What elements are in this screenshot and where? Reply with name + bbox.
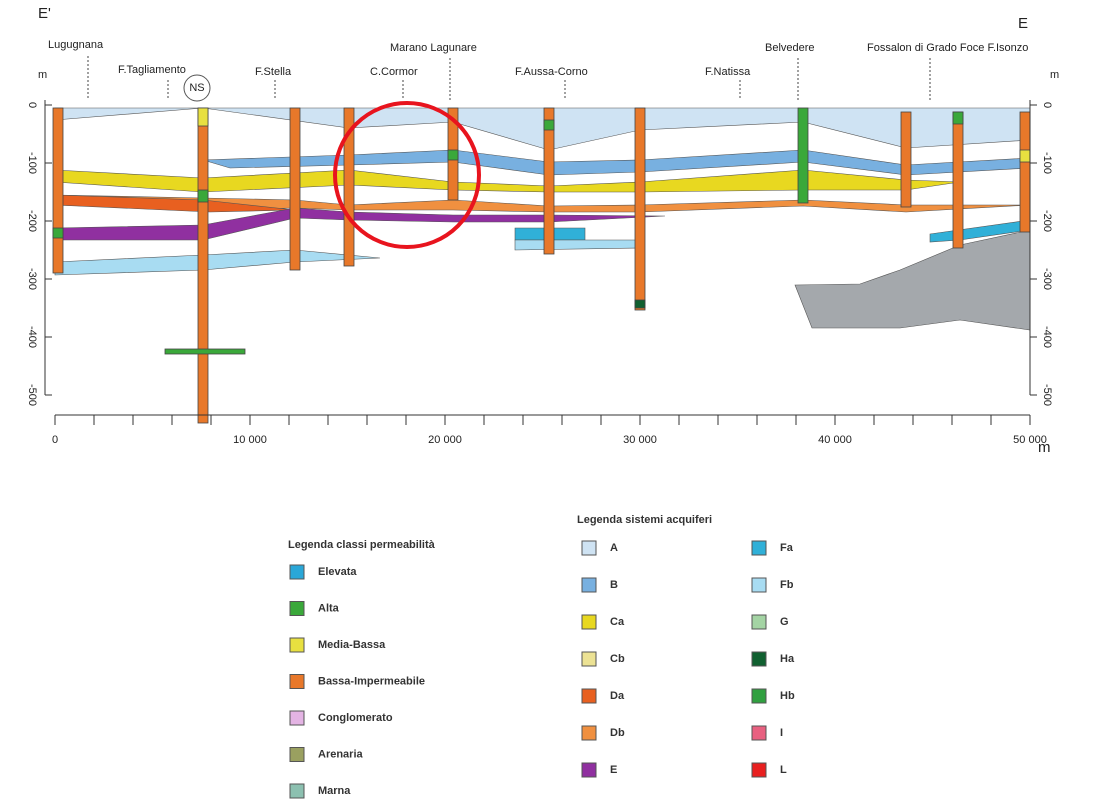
depth-tick-label: -500 — [1041, 384, 1053, 406]
legend-label: Hb — [780, 690, 795, 702]
legend-swatch — [752, 615, 766, 629]
legend-swatch — [290, 565, 304, 579]
legend-title: Legenda sistemi acquiferi — [577, 514, 712, 526]
legend-swatch — [290, 784, 304, 798]
distance-tick-label: 30 000 — [623, 434, 657, 446]
legend-swatch — [582, 615, 596, 629]
depth-tick-label: -200 — [26, 210, 38, 232]
depth-tick-label: 0 — [26, 102, 38, 108]
right-end-label: E — [1018, 15, 1028, 32]
legend-label: Media-Bassa — [318, 639, 386, 651]
legend-label: Conglomerato — [318, 712, 393, 724]
boreholes — [53, 108, 1030, 423]
legend-swatch — [752, 578, 766, 592]
legend-label: G — [780, 616, 789, 628]
distance-tick-label: 40 000 — [818, 434, 852, 446]
legend-label: Ha — [780, 653, 795, 665]
legend-label: Elevata — [318, 566, 357, 578]
location-label: Belvedere — [765, 42, 815, 54]
distance-tick-label: 20 000 — [428, 434, 462, 446]
legend-label: E — [610, 764, 617, 776]
legend-label: Db — [610, 727, 625, 739]
depth-tick-label: 0 — [1041, 102, 1053, 108]
location-label: F.Aussa-Corno — [515, 66, 588, 78]
legend-swatch — [582, 652, 596, 666]
legend-swatch — [582, 541, 596, 555]
distance-tick-label: 0 — [52, 434, 58, 446]
leaders — [88, 56, 930, 100]
location-label: F.Tagliamento — [118, 64, 186, 76]
legend-swatch — [752, 726, 766, 740]
legend-label: L — [780, 764, 787, 776]
legend-label: Fb — [780, 579, 794, 591]
legend-swatch — [290, 602, 304, 616]
legend-swatch — [290, 675, 304, 689]
distance-tick-label: 50 000 — [1013, 434, 1047, 446]
legend-label: Arenaria — [318, 748, 364, 760]
legend-swatch — [752, 652, 766, 666]
location-label: NS — [189, 82, 204, 94]
legend-label: Marna — [318, 785, 351, 797]
location-label: Fossalon di Grado Foce F.Isonzo — [867, 42, 1028, 54]
depth-tick-label: -300 — [26, 268, 38, 290]
legend-swatch — [290, 638, 304, 652]
legend-label: Alta — [318, 602, 340, 614]
depth-tick-label: -400 — [26, 326, 38, 348]
legend-swatch — [752, 763, 766, 777]
location-label: Lugugnana — [48, 39, 104, 51]
location-label: Marano Lagunare — [390, 42, 477, 54]
distance-tick-label: 10 000 — [233, 434, 267, 446]
location-label: C.Cormor — [370, 66, 418, 78]
legend-label: B — [610, 579, 618, 591]
legend-swatch — [752, 689, 766, 703]
legend-swatch — [290, 711, 304, 725]
legend-swatch — [582, 763, 596, 777]
legend-swatch — [290, 748, 304, 762]
legend-label: Da — [610, 690, 625, 702]
legend-swatch — [752, 541, 766, 555]
legend-label: I — [780, 727, 783, 739]
legend-swatch — [582, 726, 596, 740]
location-label: F.Stella — [255, 66, 292, 78]
legend-label: Ca — [610, 616, 625, 628]
page: E' E m m m — [0, 0, 1101, 811]
left-end-label: E' — [38, 5, 51, 22]
depth-tick-label: -100 — [26, 152, 38, 174]
depth-tick-label: -300 — [1041, 268, 1053, 290]
legend-label: Fa — [780, 542, 794, 554]
depth-unit: m — [1050, 69, 1059, 81]
depth-tick-label: -500 — [26, 384, 38, 406]
legend-swatch — [582, 689, 596, 703]
depth-unit: m — [38, 69, 47, 81]
legend-label: Cb — [610, 653, 625, 665]
depth-tick-label: -100 — [1041, 152, 1053, 174]
legend-label: Bassa-Impermeabile — [318, 675, 425, 687]
legend-title: Legenda classi permeabilità — [288, 539, 436, 551]
depth-tick-label: -200 — [1041, 210, 1053, 232]
legend-label: A — [610, 542, 618, 554]
location-label: F.Natissa — [705, 66, 751, 78]
depth-tick-label: -400 — [1041, 326, 1053, 348]
legend-swatch — [582, 578, 596, 592]
